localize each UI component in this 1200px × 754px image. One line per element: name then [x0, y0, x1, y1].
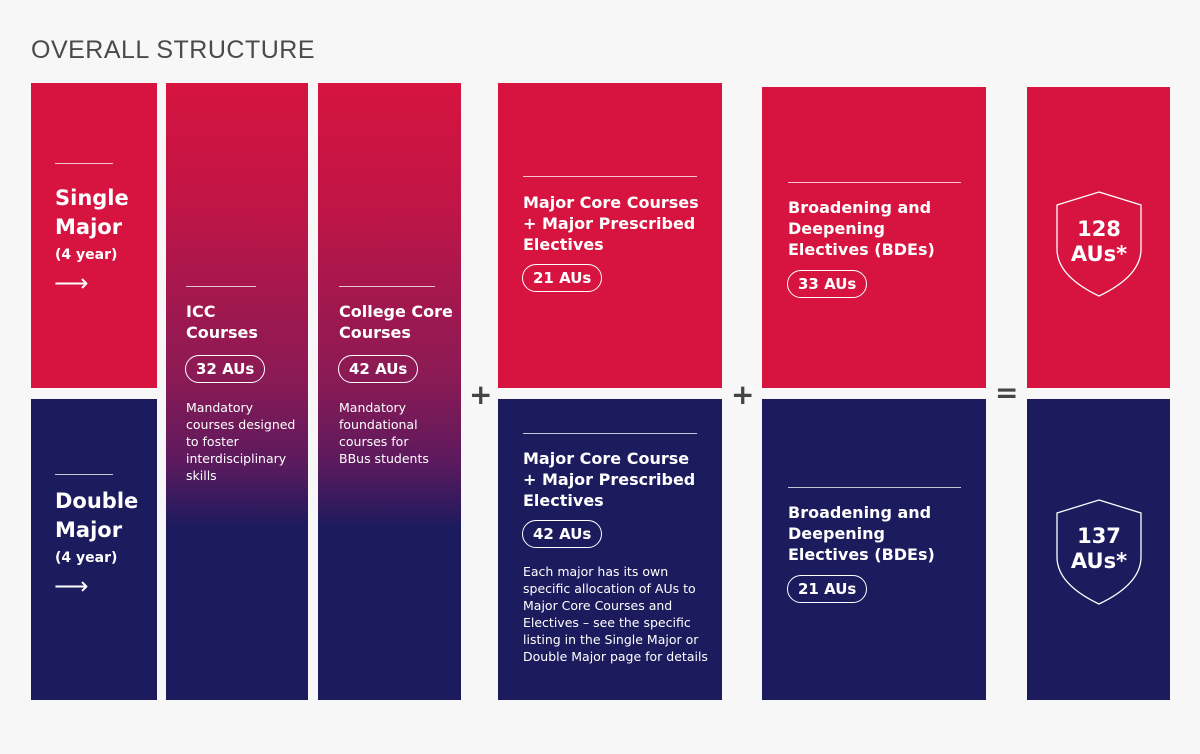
major-single-aus-badge: 21 AUs	[522, 264, 603, 292]
single-major-label-card: Single Major (4 year) ⟶	[31, 83, 157, 388]
total-double-card: 137 AUs*	[1027, 399, 1170, 700]
bde-single-card: Broadening and Deepening Electives (BDEs…	[762, 87, 986, 388]
single-major-name: Single Major	[55, 184, 129, 242]
college-core-title: College Core Courses	[339, 301, 453, 343]
shield-icon: 137 AUs*	[1056, 499, 1142, 605]
divider	[55, 474, 113, 475]
bde-single-aus-badge: 33 AUs	[787, 270, 868, 298]
major-double-aus-badge: 42 AUs	[522, 520, 603, 548]
major-double-title: Major Core Course + Major Prescribed Ele…	[523, 449, 696, 510]
total-double-value: 137 AUs*	[1056, 524, 1142, 574]
single-major-duration: (4 year)	[55, 247, 118, 263]
bde-double-card: Broadening and Deepening Electives (BDEs…	[762, 399, 986, 700]
name-line: Major	[55, 215, 123, 239]
title-line: Courses	[339, 323, 411, 342]
title-line: Courses	[186, 323, 258, 342]
arrow-right-icon: ⟶	[54, 572, 89, 600]
title-line: ICC	[186, 302, 216, 321]
major-double-description: Each major has its own specific allocati…	[523, 564, 708, 664]
divider	[186, 286, 256, 287]
college-core-description: Mandatory foundational courses for BBus …	[339, 400, 429, 466]
double-major-name: Double Major	[55, 487, 138, 545]
icc-description: Mandatory courses designed to foster int…	[186, 400, 296, 483]
bde-single-title: Broadening and Deepening Electives (BDEs…	[788, 198, 935, 259]
plus-operator: +	[731, 378, 755, 411]
name-line: Single	[55, 186, 129, 210]
major-single-title: Major Core Courses + Major Prescribed El…	[523, 193, 699, 254]
page-title: OVERALL STRUCTURE	[31, 36, 316, 64]
icc-title: ICC Courses	[186, 301, 258, 343]
college-core-courses-card: College Core Courses 42 AUs Mandatory fou…	[318, 83, 461, 700]
plus-operator: +	[469, 378, 493, 411]
arrow-right-icon: ⟶	[54, 269, 89, 297]
total-single-value: 128 AUs*	[1056, 217, 1142, 267]
divider	[788, 182, 961, 183]
total-unit: AUs*	[1070, 549, 1128, 573]
total-number: 137	[1077, 524, 1121, 548]
divider	[339, 286, 435, 287]
total-unit: AUs*	[1070, 242, 1128, 266]
name-line: Major	[55, 518, 123, 542]
total-single-card: 128 AUs*	[1027, 87, 1170, 388]
divider	[788, 487, 961, 488]
double-major-duration: (4 year)	[55, 550, 118, 566]
equals-operator: =	[995, 376, 1019, 409]
icc-courses-card: ICC Courses 32 AUs Mandatory courses desi…	[166, 83, 308, 700]
bde-double-aus-badge: 21 AUs	[787, 575, 868, 603]
major-single-card: Major Core Courses + Major Prescribed El…	[498, 83, 722, 388]
title-line: College Core	[339, 302, 453, 321]
divider	[55, 163, 113, 164]
college-core-aus-badge: 42 AUs	[338, 355, 419, 383]
double-major-label-card: Double Major (4 year) ⟶	[31, 399, 157, 700]
icc-aus-badge: 32 AUs	[185, 355, 266, 383]
divider	[523, 176, 697, 177]
total-number: 128	[1077, 217, 1121, 241]
name-line: Double	[55, 489, 139, 513]
major-double-card: Major Core Course + Major Prescribed Ele…	[498, 399, 722, 700]
divider	[523, 433, 697, 434]
shield-icon: 128 AUs*	[1056, 191, 1142, 297]
bde-double-title: Broadening and Deepening Electives (BDEs…	[788, 503, 935, 564]
